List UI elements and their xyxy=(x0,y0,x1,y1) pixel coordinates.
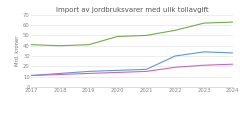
Med tollavgiftssats xyxy=(231,63,234,65)
Andre tollfrie xyxy=(30,44,33,45)
Friksjon til tolltariff xyxy=(231,52,234,54)
Andre tollfrie xyxy=(145,35,148,36)
Friksjon til tolltariff xyxy=(203,51,205,53)
Friksjon til tolltariff xyxy=(174,55,177,57)
Line: Friksjon til tolltariff: Friksjon til tolltariff xyxy=(31,52,233,76)
Andre tollfrie xyxy=(116,36,119,37)
Andre tollfrie xyxy=(203,22,205,24)
Friksjon til tolltariff xyxy=(30,75,33,76)
Med tollavgiftssats xyxy=(30,75,33,76)
Friksjon til tolltariff xyxy=(145,69,148,70)
Med tollavgiftssats xyxy=(59,74,61,75)
Friksjon til tolltariff xyxy=(116,70,119,71)
Andre tollfrie xyxy=(59,45,61,46)
Y-axis label: Mrd. kroner: Mrd. kroner xyxy=(15,36,20,66)
Title: Import av jordbruksvarer med ulik tollavgift: Import av jordbruksvarer med ulik tollav… xyxy=(56,7,208,13)
Med tollavgiftssats xyxy=(174,67,177,68)
Friksjon til tolltariff xyxy=(59,73,61,74)
Line: Med tollavgiftssats: Med tollavgiftssats xyxy=(31,64,233,76)
Med tollavgiftssats xyxy=(116,72,119,73)
Andre tollfrie xyxy=(231,21,234,23)
Andre tollfrie xyxy=(174,30,177,31)
Line: Andre tollfrie: Andre tollfrie xyxy=(31,22,233,46)
Med tollavgiftssats xyxy=(203,64,205,66)
Med tollavgiftssats xyxy=(87,73,90,74)
Med tollavgiftssats xyxy=(145,71,148,72)
Friksjon til tolltariff xyxy=(87,71,90,72)
Andre tollfrie xyxy=(87,44,90,45)
